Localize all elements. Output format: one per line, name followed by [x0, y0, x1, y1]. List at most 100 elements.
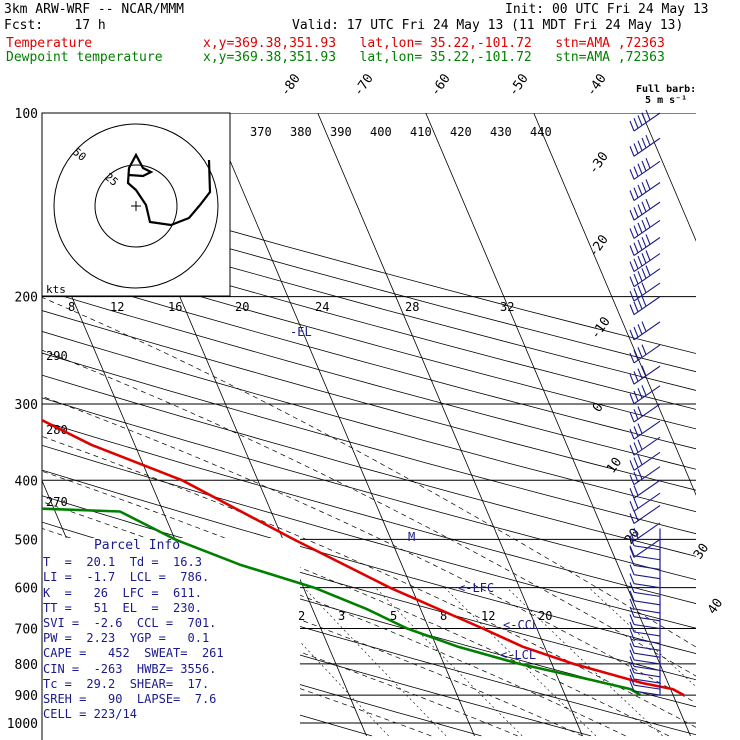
wind-barb [629, 642, 661, 658]
wind-barb-flag [633, 390, 639, 402]
barb-legend-title: Full barb: [636, 84, 697, 95]
wind-barb-flag [629, 564, 635, 575]
wind-barb-flag [641, 282, 647, 293]
wind-barb-flag [637, 368, 643, 379]
wind-barb-flag [637, 439, 643, 450]
wind-barb-shaft [633, 564, 661, 570]
wind-barb-flag [629, 642, 635, 654]
parcel-row: T = 20.1 Td = 16.3 [43, 555, 202, 570]
parcel-row: CAPE = 452 SWEAT= 261 [43, 646, 224, 661]
pressure-tick-label: 400 [15, 474, 38, 489]
wind-barb-flag [645, 198, 651, 210]
mixing-ratio-label: 28 [405, 300, 419, 314]
wind-barb-flag [629, 680, 635, 692]
parcel-row: PW = 2.23 YGP = 0.1 [43, 631, 210, 646]
wind-barb-flag [629, 411, 635, 423]
wind-barb-flag [629, 636, 635, 647]
wind-barb-flag [629, 169, 635, 180]
wind-barb-shaft [633, 672, 661, 678]
isotherm-label: -50 [506, 71, 532, 99]
wind-barb [629, 198, 661, 221]
model-title: 3km ARW-WRF -- NCAR/MMM [4, 2, 185, 17]
wind-barb [629, 680, 661, 696]
wind-barb-shaft [633, 665, 661, 671]
wind-barb-flag [629, 474, 635, 485]
dry-adiabat-line [42, 444, 696, 629]
wind-barb-flag [629, 488, 635, 499]
wind-barb-flag [637, 388, 643, 399]
wind-barb-shaft [633, 616, 661, 622]
dry-adiabat-line [42, 194, 696, 373]
wind-barb-flag [633, 273, 639, 285]
wind-barb-flag [633, 326, 639, 338]
wind-barb-flag [629, 276, 635, 287]
wind-barb [629, 606, 661, 622]
pressure-tick-label: 600 [15, 582, 38, 597]
wind-barb-flag [629, 146, 635, 157]
level-marker: <-LCL [500, 648, 536, 662]
wind-barb-flag [633, 457, 639, 468]
parcel-row: Tc = 29.2 SHEAR= 17. [43, 676, 210, 691]
dry-adiabat-line [42, 269, 696, 450]
dry-adiabat-line [42, 469, 696, 654]
wind-barb-shaft [633, 623, 661, 630]
moist-adiabat-line [42, 296, 696, 648]
wind-barb-flag [633, 225, 639, 236]
wind-barb-shaft [633, 690, 661, 696]
wind-barb [629, 492, 661, 512]
theta-label: 430 [490, 125, 512, 139]
parcel-row: CELL = 223/14 [43, 707, 137, 722]
wind-barb [629, 668, 661, 684]
wind-barb-flag [629, 460, 635, 471]
parcel-row: CIN = -263 HWBZ= 3556. [43, 661, 217, 676]
wind-barb [629, 134, 661, 157]
isotherm-label: -10 [588, 314, 614, 342]
mixing-ratio-label: 24 [315, 300, 329, 314]
wind-barb [629, 385, 661, 405]
wind-barb-shaft [633, 574, 661, 580]
mixing-ratio-label: 16 [168, 300, 182, 314]
wind-barb [629, 545, 661, 561]
wind-barb [629, 466, 661, 486]
dry-adiabat-line [42, 289, 696, 470]
wind-barb-flag [633, 409, 639, 420]
isotherm-line [533, 113, 696, 496]
dry-adiabat-line [42, 250, 696, 430]
isotherm-label: -20 [586, 232, 612, 260]
level-marker: <-CCL [503, 618, 539, 632]
wind-barb-flag [629, 545, 635, 556]
theta-label: 400 [370, 125, 392, 139]
wind-barb-flag [637, 298, 643, 310]
wind-barb-flag [629, 668, 635, 680]
wind-barb [629, 564, 661, 580]
dry-adiabat-line [42, 231, 696, 410]
wind-barb-shaft [633, 659, 661, 665]
wind-barb-flag [637, 285, 643, 296]
wind-barb-flag [629, 329, 635, 341]
moist-adiabat-line [42, 601, 432, 737]
theta-label: 410 [410, 125, 432, 139]
wind-barb [629, 436, 661, 456]
dry-adiabat-line [42, 577, 592, 737]
wind-barb-flag [629, 444, 635, 456]
wind-barb [629, 420, 661, 440]
wind-barb [629, 296, 661, 316]
wind-barb-flag [633, 498, 639, 509]
init-time: Init: 00 UTC Fri 24 May 13 [505, 2, 709, 17]
wind-barb [629, 158, 661, 180]
wind-barb-flag [629, 674, 635, 686]
hodograph-trace [126, 152, 212, 227]
wind-barb-shaft [633, 555, 661, 561]
isotherm-label: 0 [590, 400, 607, 415]
pressure-tick-label: 500 [15, 533, 38, 548]
isotherm-label: 40 [705, 596, 726, 617]
wind-barb-flag [645, 179, 651, 190]
dry-adiabat-line [42, 352, 696, 535]
theta-label: 440 [530, 125, 552, 139]
wind-barb-shaft [633, 538, 661, 558]
isotherm-line [425, 113, 691, 737]
pressure-tick-label: 900 [15, 689, 38, 704]
temperature-profile [42, 418, 685, 697]
wind-barb [629, 662, 661, 678]
